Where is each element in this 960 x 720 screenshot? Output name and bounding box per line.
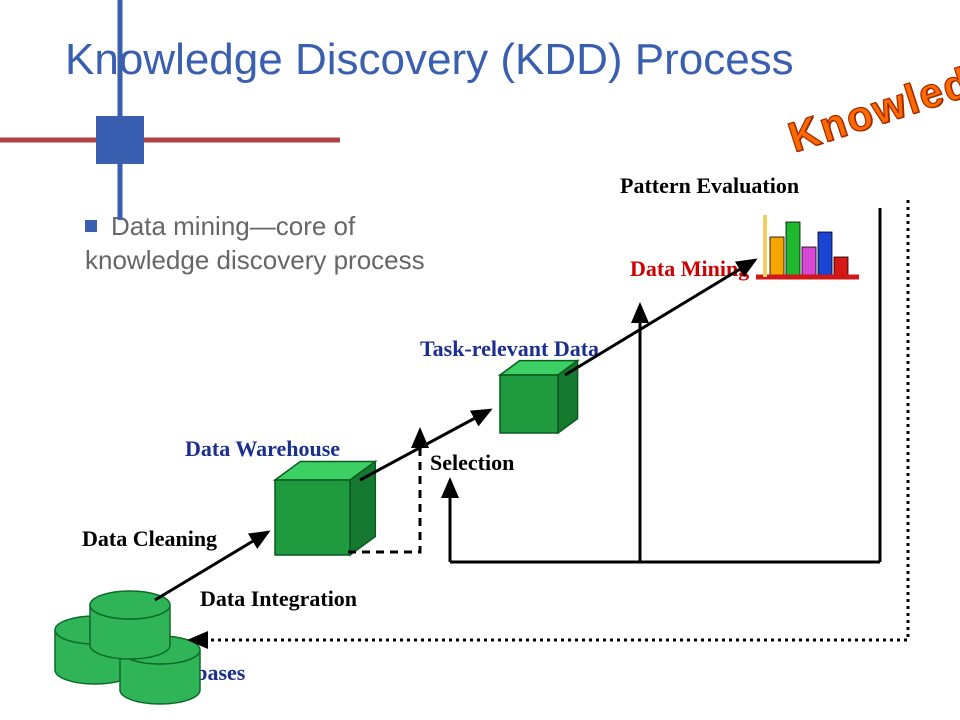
label-selection: Selection bbox=[430, 450, 514, 476]
label-data-integration: Data Integration bbox=[200, 586, 357, 612]
label-task-data: Task-relevant Data bbox=[420, 336, 599, 362]
label-data-warehouse: Data Warehouse bbox=[185, 436, 340, 462]
label-data-mining: Data Mining bbox=[630, 256, 749, 282]
wordart-knowledge: Knowledge bbox=[783, 41, 960, 161]
slide: { "title": { "text": "Knowledge Discover… bbox=[0, 0, 960, 720]
bullet-item: Data mining—core of knowledge discovery … bbox=[85, 210, 425, 278]
page-title: Knowledge Discovery (KDD) Process bbox=[65, 35, 794, 85]
label-data-cleaning: Data Cleaning bbox=[82, 526, 217, 552]
label-databases: Databases bbox=[150, 660, 245, 686]
bullet-marker bbox=[85, 220, 97, 232]
label-pattern-eval: Pattern Evaluation bbox=[620, 173, 799, 199]
bullet-text: Data mining—core of knowledge discovery … bbox=[85, 211, 425, 275]
